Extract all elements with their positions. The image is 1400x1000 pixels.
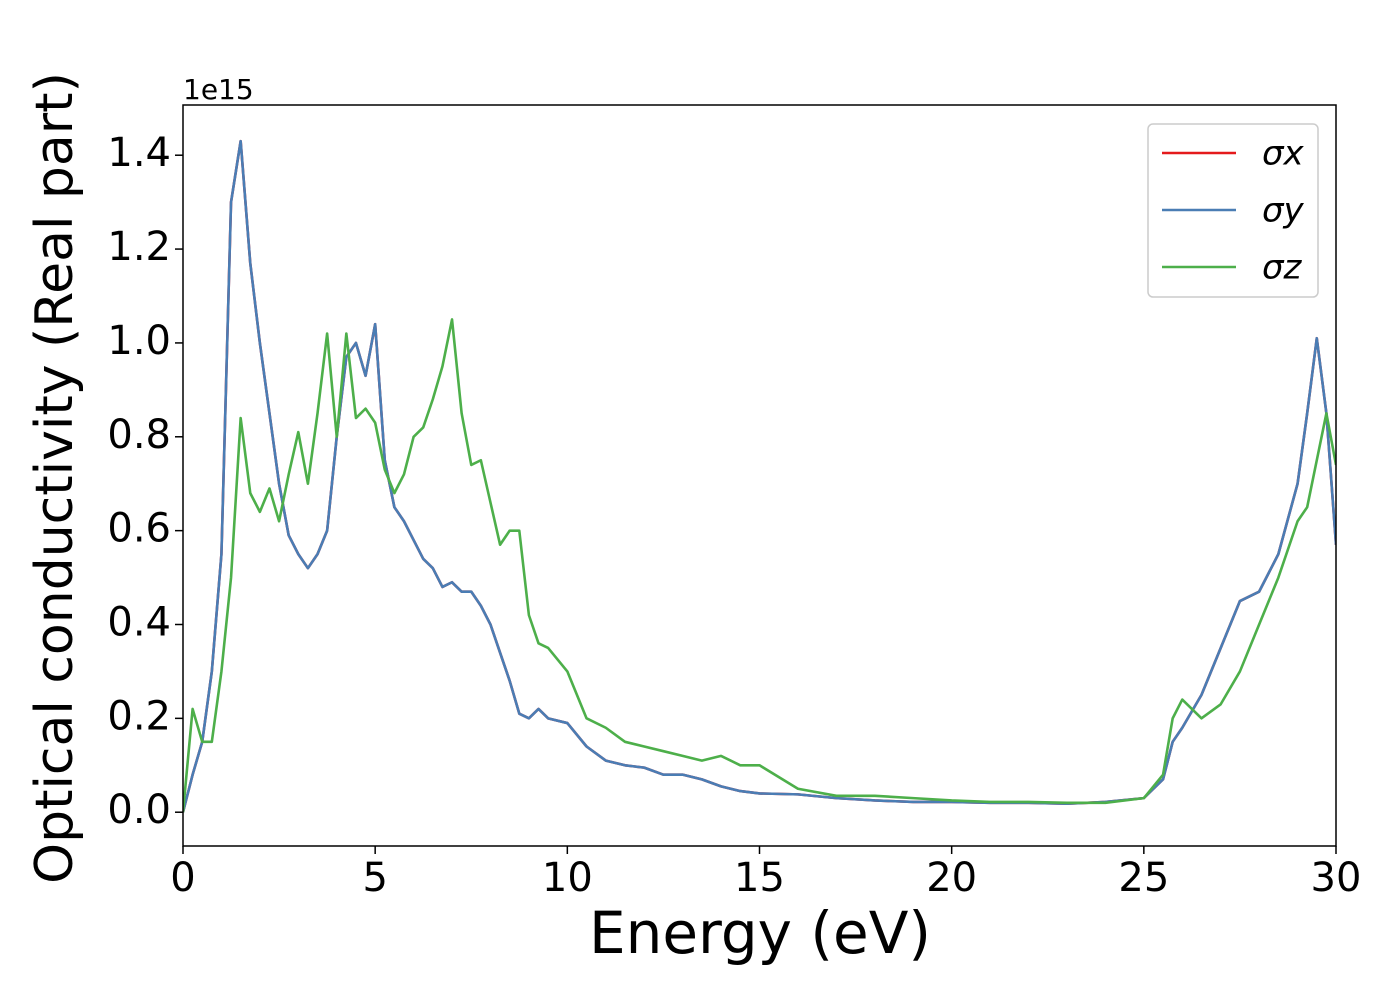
x-tick-label: 15 [734, 855, 785, 901]
x-tick-label: 0 [170, 855, 195, 901]
x-tick-label: 25 [1118, 855, 1169, 901]
legend-label: σx [1262, 134, 1305, 174]
y-tick-label: 0.2 [107, 693, 171, 739]
y-axis-title: Optical conductivity (Real part) [25, 72, 85, 884]
legend-label: σy [1262, 191, 1305, 231]
x-tick-label: 30 [1311, 855, 1362, 901]
x-tick-label: 10 [542, 855, 593, 901]
y-tick-label: 1.0 [107, 318, 171, 364]
y-tick-label: 0.6 [107, 506, 171, 552]
y-tick-label: 0.4 [107, 599, 171, 645]
x-tick-label: 20 [926, 855, 977, 901]
y-tick-label: 1.2 [107, 224, 171, 270]
legend-label: σz [1262, 248, 1303, 288]
series-line [183, 139, 1336, 813]
y-tick-label: 0.8 [107, 412, 171, 458]
series-line [183, 318, 1336, 813]
y-tick-label: 0.0 [107, 787, 171, 833]
x-axis-title: Energy (eV) [589, 899, 931, 967]
y-offset-label: 1e15 [183, 73, 254, 106]
x-tick-label: 5 [362, 855, 387, 901]
plot-frame [182, 104, 1337, 847]
y-tick-label: 1.4 [107, 130, 171, 176]
